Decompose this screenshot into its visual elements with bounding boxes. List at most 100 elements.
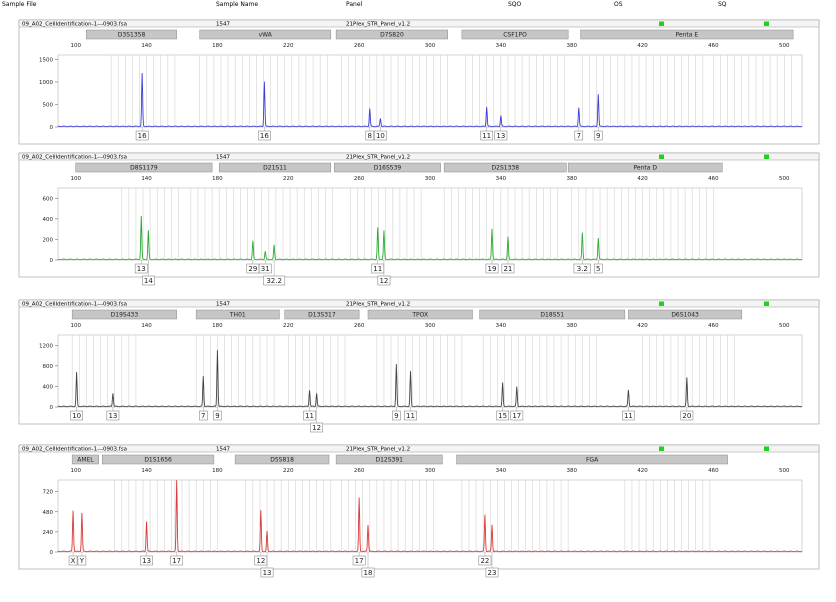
x-tick-label: 300 bbox=[425, 176, 436, 182]
allele-call-box bbox=[594, 130, 603, 141]
panel-sample-file: 09_A02_CellIdentification-1---0903.fsa bbox=[22, 155, 127, 161]
x-tick-label: 460 bbox=[708, 323, 719, 329]
locus-label: D3S1358 bbox=[118, 32, 146, 39]
allele-call-box bbox=[478, 555, 492, 566]
locus-label: D21S11 bbox=[263, 165, 287, 172]
x-tick-label: 460 bbox=[708, 176, 719, 182]
allele-call-label: 9 bbox=[596, 132, 600, 140]
allele-call-label: 11 bbox=[305, 412, 314, 420]
x-tick-label: 220 bbox=[283, 323, 294, 329]
sqo-quality-flag bbox=[659, 446, 664, 451]
locus-box bbox=[75, 162, 213, 173]
allele-call-label: 15 bbox=[498, 412, 507, 420]
panel-sample-file: 09_A02_CellIdentification-1---0903.fsa bbox=[22, 22, 127, 28]
locus-label: D13S317 bbox=[308, 312, 336, 319]
x-tick-label: 380 bbox=[566, 468, 577, 474]
allele-call-box bbox=[680, 410, 694, 421]
x-tick-label: 260 bbox=[354, 468, 365, 474]
plot-area bbox=[57, 187, 803, 261]
x-tick-label: 100 bbox=[70, 43, 81, 49]
x-tick-label: 340 bbox=[496, 43, 507, 49]
locus-label: D5S818 bbox=[270, 457, 294, 464]
locus-box bbox=[86, 29, 177, 40]
locus-box bbox=[567, 162, 723, 173]
locus-label: FGA bbox=[586, 457, 599, 464]
x-tick-label: 500 bbox=[779, 323, 790, 329]
locus-box bbox=[334, 162, 441, 173]
allele-call-box bbox=[622, 410, 635, 421]
y-tick-label: 200 bbox=[43, 237, 54, 243]
x-tick-label: 420 bbox=[637, 468, 648, 474]
locus-label: Penta D bbox=[633, 165, 657, 172]
locus-label: D19S433 bbox=[111, 312, 139, 319]
allele-call-label: 22 bbox=[480, 557, 489, 565]
x-tick-label: 180 bbox=[212, 176, 223, 182]
x-tick-label: 300 bbox=[425, 43, 436, 49]
x-tick-label: 260 bbox=[354, 323, 365, 329]
allele-call-box bbox=[594, 263, 603, 274]
panel-sample-file: 09_A02_CellIdentification-1---0903.fsa bbox=[22, 302, 127, 308]
allele-call-label: 31 bbox=[261, 265, 270, 273]
x-tick-label: 500 bbox=[779, 176, 790, 182]
allele-call-box bbox=[68, 555, 78, 566]
panel-sample-name: 1547 bbox=[216, 302, 230, 308]
allele-call-box bbox=[141, 275, 155, 286]
x-tick-label: 500 bbox=[779, 468, 790, 474]
allele-call-label: 16 bbox=[138, 132, 147, 140]
allele-call-box bbox=[361, 567, 375, 578]
plot-area bbox=[57, 334, 803, 408]
x-tick-label: 420 bbox=[637, 176, 648, 182]
panel-sample-name: 1547 bbox=[216, 22, 230, 28]
allele-call-label: 19 bbox=[488, 265, 497, 273]
y-tick-label: 240 bbox=[43, 530, 54, 536]
panel-info-row bbox=[18, 19, 820, 28]
allele-call-label: 13 bbox=[263, 569, 272, 577]
y-tick-label: 480 bbox=[43, 510, 54, 516]
panel-3: 09_A02_CellIdentification-1---0903.fsa 15… bbox=[18, 299, 820, 433]
x-tick-label: 220 bbox=[283, 468, 294, 474]
allele-call-label: 12 bbox=[312, 424, 321, 432]
y-tick-label: 1000 bbox=[39, 80, 53, 86]
x-tick-label: 420 bbox=[637, 323, 648, 329]
allele-call-label: 9 bbox=[215, 412, 219, 420]
x-tick-label: 300 bbox=[425, 323, 436, 329]
allele-call-box bbox=[485, 263, 499, 274]
locus-box bbox=[628, 309, 743, 320]
x-tick-label: 140 bbox=[141, 323, 152, 329]
allele-call-box bbox=[365, 130, 375, 141]
allele-call-label: 11 bbox=[482, 132, 491, 140]
locus-label: TPOX bbox=[411, 312, 428, 319]
allele-call-box bbox=[485, 567, 499, 578]
y-tick-label: 1200 bbox=[39, 343, 53, 349]
sq-quality-flag bbox=[764, 21, 769, 26]
x-tick-label: 300 bbox=[425, 468, 436, 474]
sqo-quality-flag bbox=[659, 154, 664, 159]
allele-call-box bbox=[258, 130, 271, 141]
allele-call-label: 13 bbox=[108, 412, 117, 420]
allele-call-box bbox=[392, 410, 401, 421]
allele-call-label: 5 bbox=[596, 265, 600, 273]
locus-label: D18S51 bbox=[540, 312, 564, 319]
signal-trace bbox=[57, 350, 803, 408]
plot-area bbox=[57, 479, 803, 553]
plot-area bbox=[57, 54, 803, 128]
y-tick-label: 0 bbox=[50, 258, 54, 264]
panel-4: 09_A02_CellIdentification-1---0903.fsa 15… bbox=[18, 444, 820, 578]
y-tick-label: 400 bbox=[43, 384, 54, 390]
x-tick-label: 100 bbox=[70, 323, 81, 329]
x-tick-label: 380 bbox=[566, 176, 577, 182]
locus-label: vWA bbox=[259, 32, 273, 39]
y-tick-label: 800 bbox=[43, 364, 54, 370]
sq-quality-flag bbox=[764, 301, 769, 306]
y-tick-label: 600 bbox=[43, 196, 54, 202]
allele-call-label: 17 bbox=[512, 412, 521, 420]
allele-call-box bbox=[260, 567, 274, 578]
panel-2: 09_A02_CellIdentification-1---0903.fsa 15… bbox=[18, 152, 820, 286]
panel-sample-name: 1547 bbox=[216, 447, 230, 453]
locus-box bbox=[443, 162, 567, 173]
allele-call-label: 23 bbox=[488, 569, 497, 577]
x-tick-label: 500 bbox=[779, 43, 790, 49]
allele-call-label: 32.2 bbox=[266, 277, 282, 285]
allele-call-label: 17 bbox=[172, 557, 181, 565]
